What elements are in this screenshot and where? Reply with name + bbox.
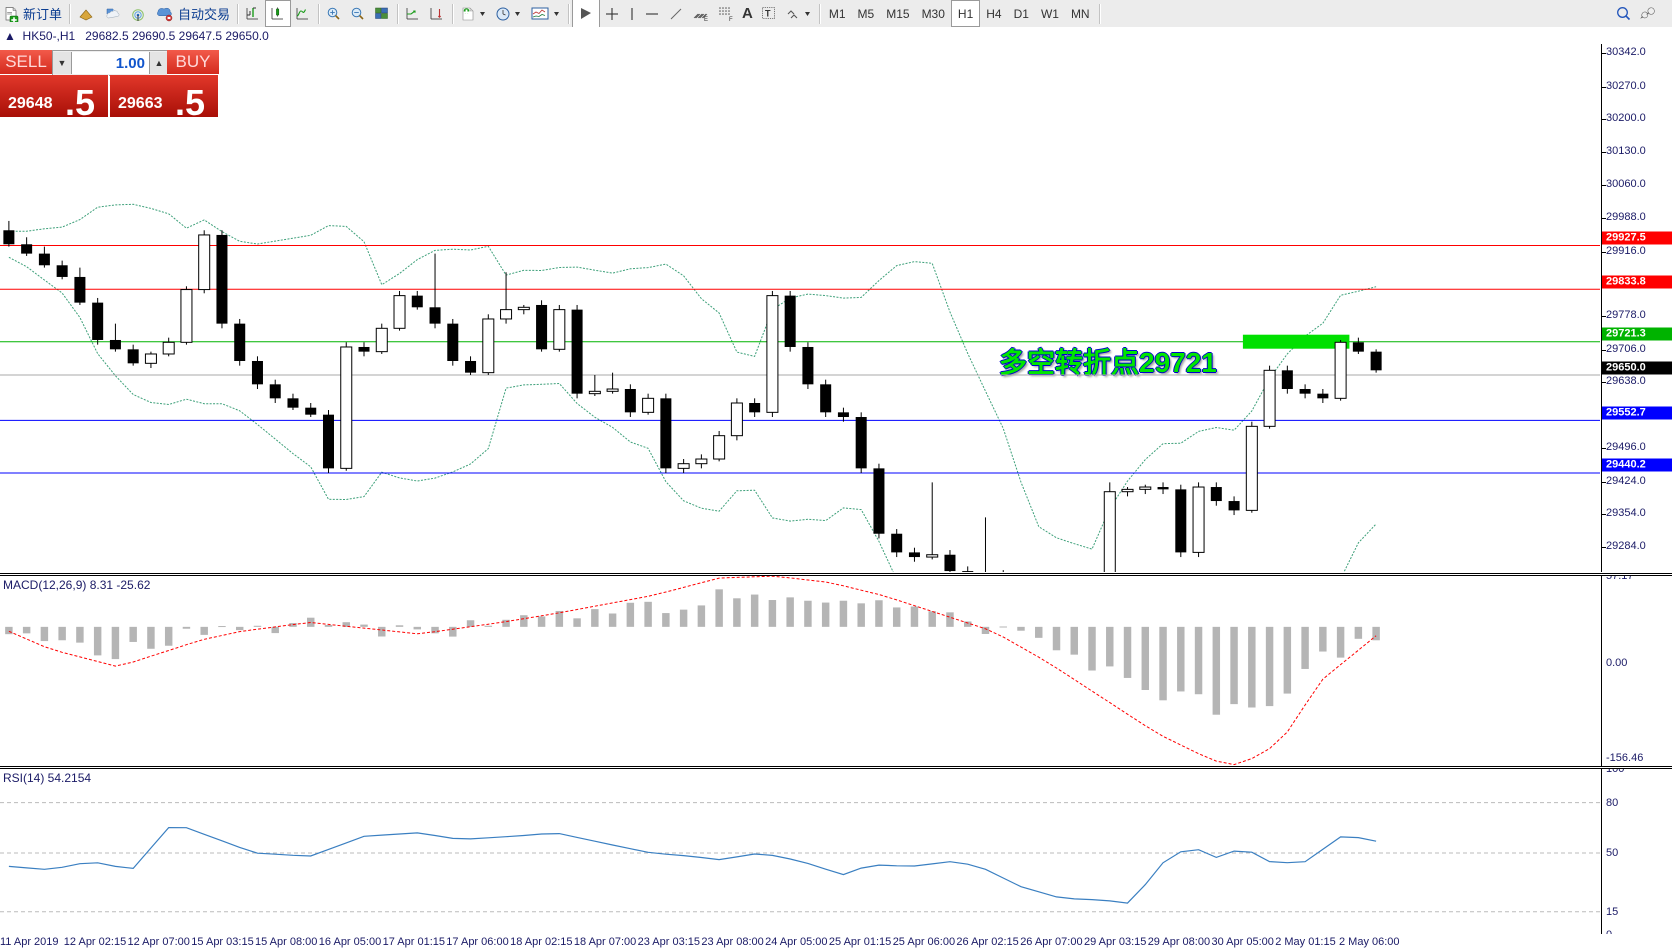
svg-text:T: T bbox=[765, 8, 771, 18]
svg-text:E: E bbox=[704, 17, 708, 22]
svg-text:F: F bbox=[729, 17, 733, 22]
